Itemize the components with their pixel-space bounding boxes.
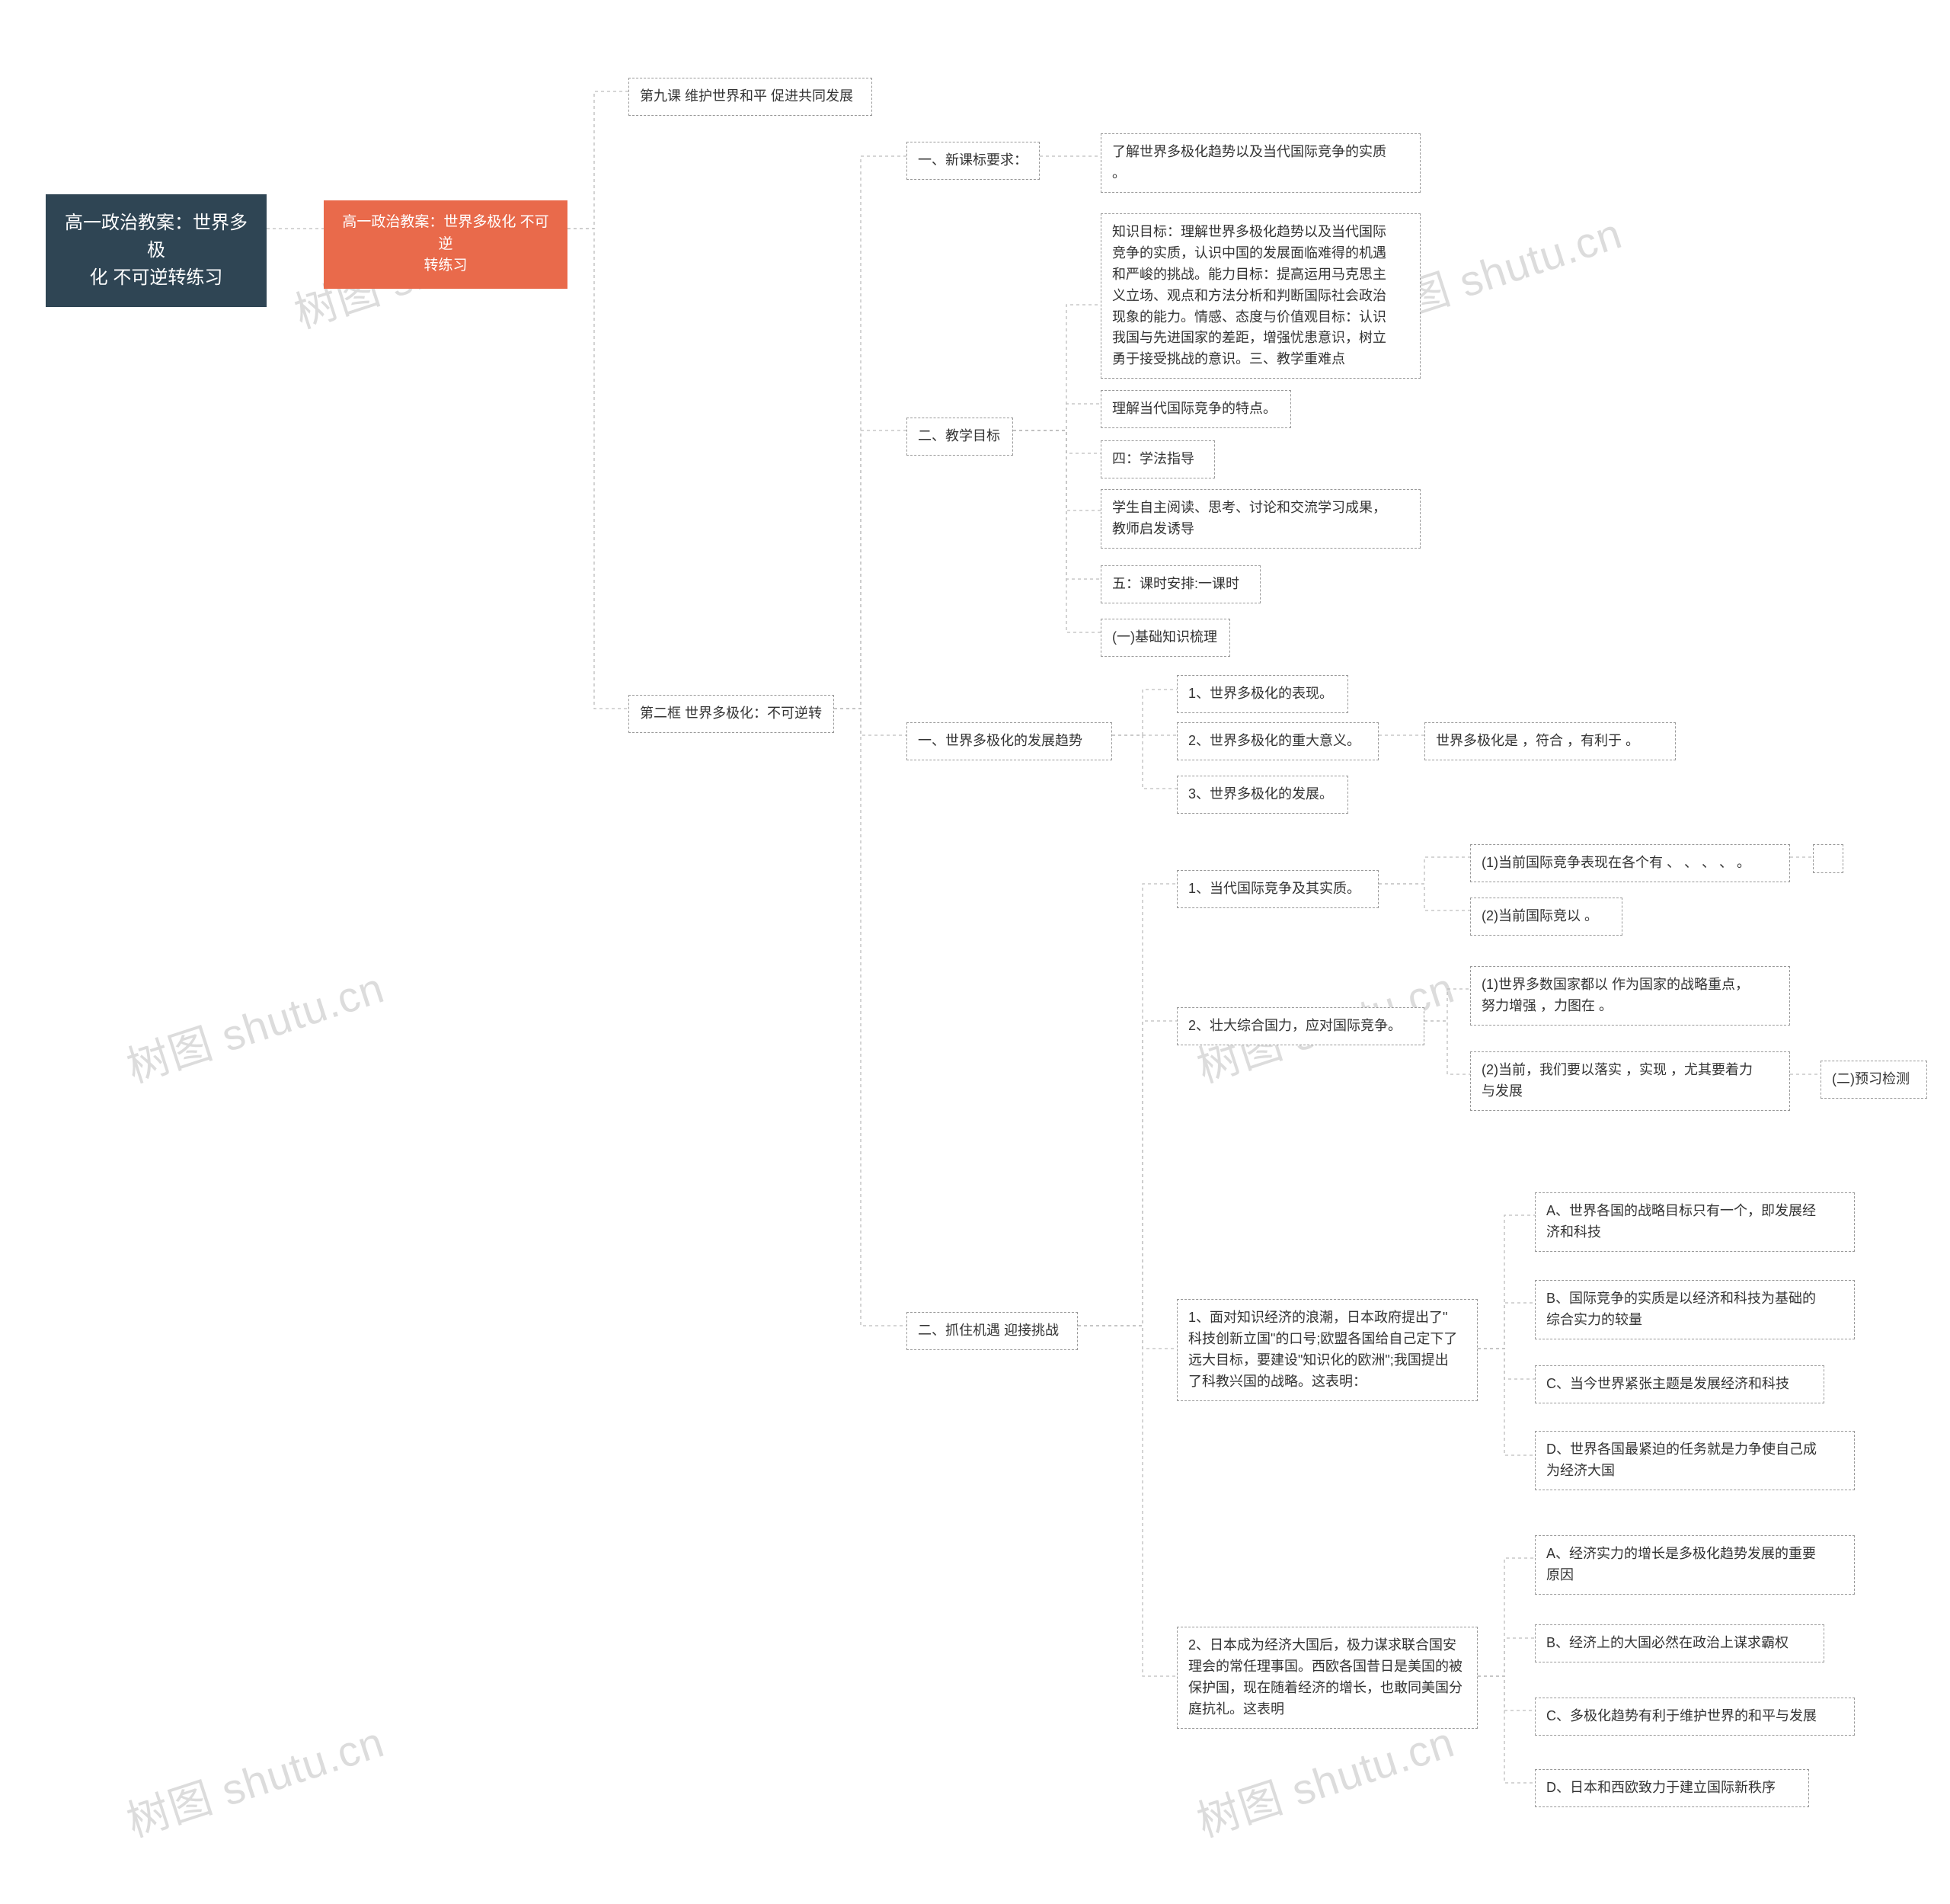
- node-dev: 一、世界多极化的发展趋势: [906, 722, 1112, 760]
- node-dev-3: 3、世界多极化的发展。: [1177, 776, 1348, 814]
- node-label: D、日本和西欧致力于建立国际新秩序: [1546, 1780, 1776, 1795]
- node-label: 四：学法指导: [1112, 451, 1194, 466]
- node-dev-2-child: 世界多极化是 ，符合 ，有利于 。: [1424, 722, 1676, 760]
- node-label: B、国际竞争的实质是以经济和科技为基础的综合实力的较量: [1546, 1291, 1816, 1327]
- node-c2b-tail: (二)预习检测: [1821, 1061, 1927, 1099]
- node-goal: 二、教学目标: [906, 418, 1013, 456]
- node-label: 2、世界多极化的重大意义。: [1188, 733, 1360, 748]
- node-q2: 2、日本成为经济大国后，极力谋求联合国安理会的常任理事国。西欧各国昔日是美国的被…: [1177, 1627, 1478, 1729]
- node-req: 一、新课标要求：: [906, 142, 1040, 180]
- node-label: (2)当前国际竞以 。: [1482, 908, 1598, 923]
- node-q2c: C、多极化趋势有利于维护世界的和平与发展: [1535, 1698, 1855, 1736]
- node-req-child: 了解世界多极化趋势以及当代国际竞争的实质。: [1101, 133, 1421, 193]
- node-label: B、经济上的大国必然在政治上谋求霸权: [1546, 1635, 1789, 1650]
- accent-node: 高一政治教案：世界多极化 不可逆转练习: [324, 200, 567, 289]
- node-q1d: D、世界各国最紧迫的任务就是力争使自己成为经济大国: [1535, 1431, 1855, 1490]
- node-label: 1、当代国际竞争及其实质。: [1188, 881, 1360, 896]
- node-c2b: (2)当前，我们要以落实 ，实现 ，尤其要着力与发展: [1470, 1051, 1790, 1111]
- node-goal-basics: (一)基础知识梳理: [1101, 619, 1230, 657]
- node-q1a: A、世界各国的战略目标只有一个，即发展经济和科技: [1535, 1192, 1855, 1252]
- node-q1b: B、国际竞争的实质是以经济和科技为基础的综合实力的较量: [1535, 1280, 1855, 1339]
- node-label: C、当今世界紧张主题是发展经济和科技: [1546, 1376, 1789, 1391]
- watermark: 树图 shutu.cn: [1188, 1708, 1461, 1849]
- node-dev-2: 2、世界多极化的重大意义。: [1177, 722, 1379, 760]
- node-q2a: A、经济实力的增长是多极化趋势发展的重要原因: [1535, 1535, 1855, 1595]
- node-label: 了解世界多极化趋势以及当代国际竞争的实质。: [1112, 144, 1386, 181]
- node-q1c: C、当今世界紧张主题是发展经济和科技: [1535, 1365, 1824, 1403]
- node-label: 世界多极化是 ，符合 ，有利于 。: [1436, 733, 1639, 748]
- node-challenge: 二、抓住机遇 迎接挑战: [906, 1312, 1078, 1350]
- watermark: 树图 shutu.cn: [118, 1708, 391, 1849]
- node-label: 二、教学目标: [918, 428, 1000, 443]
- node-goal-knowledge: 知识目标：理解世界多极化趋势以及当代国际竞争的实质，认识中国的发展面临难得的机遇…: [1101, 213, 1421, 379]
- node-label: (1)世界多数国家都以 作为国家的战略重点，努力增强 ，力图在 。: [1482, 977, 1749, 1013]
- node-label: 二、抓住机遇 迎接挑战: [918, 1323, 1059, 1338]
- node-label: 第九课 维护世界和平 促进共同发展: [640, 88, 853, 104]
- node-label: 知识目标：理解世界多极化趋势以及当代国际竞争的实质，认识中国的发展面临难得的机遇…: [1112, 224, 1386, 366]
- node-label: (一)基础知识梳理: [1112, 629, 1217, 645]
- node-label: A、经济实力的增长是多极化趋势发展的重要原因: [1546, 1546, 1816, 1582]
- node-c2: 2、壮大综合国力，应对国际竞争。: [1177, 1007, 1424, 1045]
- node-lesson9: 第九课 维护世界和平 促进共同发展: [628, 78, 872, 116]
- node-q1: 1、面对知识经济的浪潮，日本政府提出了"科技创新立国"的口号;欧盟各国给自己定下…: [1177, 1299, 1478, 1401]
- node-label: 五：课时安排:一课时: [1112, 576, 1239, 591]
- node-label: 理解当代国际竞争的特点。: [1112, 401, 1277, 416]
- node-goal-understand: 理解当代国际竞争的特点。: [1101, 390, 1291, 428]
- node-label: 3、世界多极化的发展。: [1188, 786, 1333, 802]
- node-label: 学生自主阅读、思考、讨论和交流学习成果，教师启发诱导: [1112, 500, 1386, 536]
- node-label: 1、面对知识经济的浪潮，日本政府提出了"科技创新立国"的口号;欧盟各国给自己定下…: [1188, 1310, 1457, 1389]
- node-goal-method: 四：学法指导: [1101, 440, 1215, 478]
- node-label: 第二框 世界多极化：不可逆转: [640, 706, 822, 721]
- root-label: 高一政治教案：世界多极化 不可逆转练习: [65, 213, 248, 288]
- node-label: 1、世界多极化的表现。: [1188, 686, 1333, 701]
- node-c1b: (2)当前国际竞以 。: [1470, 898, 1622, 936]
- watermark: 树图 shutu.cn: [118, 954, 391, 1095]
- node-dev-1: 1、世界多极化的表现。: [1177, 675, 1348, 713]
- node-label: C、多极化趋势有利于维护世界的和平与发展: [1546, 1708, 1817, 1723]
- node-label: 一、世界多极化的发展趋势: [918, 733, 1082, 748]
- node-label: D、世界各国最紧迫的任务就是力争使自己成为经济大国: [1546, 1442, 1817, 1478]
- root-node: 高一政治教案：世界多极化 不可逆转练习: [46, 194, 267, 307]
- node-label: 2、壮大综合国力，应对国际竞争。: [1188, 1018, 1402, 1033]
- node-q2b: B、经济上的大国必然在政治上谋求霸权: [1535, 1624, 1824, 1662]
- node-label: (1)当前国际竞争表现在各个有 、 、 、 、 。: [1482, 855, 1750, 870]
- node-label: 2、日本成为经济大国后，极力谋求联合国安理会的常任理事国。西欧各国昔日是美国的被…: [1188, 1637, 1462, 1717]
- connector-layer: [0, 0, 1950, 1904]
- node-label: (二)预习检测: [1832, 1071, 1910, 1086]
- node-q2d: D、日本和西欧致力于建立国际新秩序: [1535, 1769, 1809, 1807]
- node-frame2: 第二框 世界多极化：不可逆转: [628, 695, 834, 733]
- node-c1a-tail: [1813, 844, 1843, 873]
- node-goal-period: 五：课时安排:一课时: [1101, 565, 1261, 603]
- accent-label: 高一政治教案：世界多极化 不可逆转练习: [342, 214, 548, 274]
- node-c1: 1、当代国际竞争及其实质。: [1177, 870, 1379, 908]
- node-c2a: (1)世界多数国家都以 作为国家的战略重点，努力增强 ，力图在 。: [1470, 966, 1790, 1026]
- node-label: 一、新课标要求：: [918, 152, 1028, 168]
- node-label: A、世界各国的战略目标只有一个，即发展经济和科技: [1546, 1203, 1816, 1240]
- node-goal-student: 学生自主阅读、思考、讨论和交流学习成果，教师启发诱导: [1101, 489, 1421, 549]
- node-c1a: (1)当前国际竞争表现在各个有 、 、 、 、 。: [1470, 844, 1790, 882]
- node-label: (2)当前，我们要以落实 ，实现 ，尤其要着力与发展: [1482, 1062, 1753, 1099]
